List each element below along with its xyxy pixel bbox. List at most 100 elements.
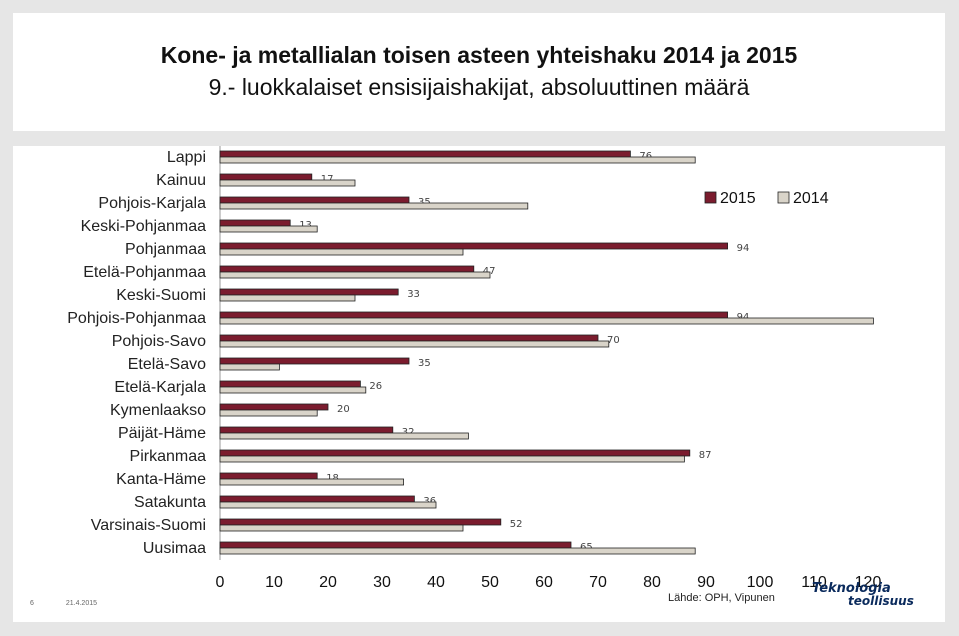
bar-2015	[219, 265, 475, 273]
bar-chart: Lappi 76 Kainuu 17 Pohjois-Karjala 35 Keski-Po…	[67, 146, 882, 591]
category-label: Pohjois-Savo	[112, 333, 206, 350]
footer-meta: 6 21.4.2015	[30, 600, 127, 607]
x-tick-label: 10	[265, 574, 283, 591]
legend-swatch-2015	[704, 191, 717, 204]
data-label-2015: 35	[418, 197, 431, 208]
x-tick-label: 50	[481, 574, 499, 591]
bar-2014	[219, 340, 610, 348]
category-label: Päijät-Häme	[118, 425, 206, 442]
category-label: Satakunta	[134, 494, 206, 511]
bar-2014	[219, 409, 318, 417]
data-label-2015: 20	[337, 404, 350, 415]
category-label: Keski-Pohjanmaa	[81, 218, 207, 235]
bar-2014	[219, 478, 405, 486]
bar-2015	[219, 288, 399, 296]
data-label-2015: 65	[580, 542, 593, 553]
x-tick-label: 0	[216, 574, 225, 591]
category-label: Kainuu	[156, 172, 206, 189]
bar-2014	[219, 455, 685, 463]
chart-title: Kone- ja metallialan toisen asteen yhtei…	[160, 42, 798, 68]
category-label: Varsinais-Suomi	[91, 517, 206, 534]
bar-2015	[219, 472, 318, 480]
bar-2014	[219, 386, 367, 394]
category-label: Kymenlaakso	[110, 402, 206, 419]
legend-swatch-2014	[777, 191, 790, 204]
data-label-2015: 26	[369, 381, 382, 392]
bar-2015	[219, 403, 329, 411]
chart-panel: Lappi 76 Kainuu 17 Pohjois-Karjala 35 Keski-Po…	[13, 146, 945, 622]
bar-2015	[219, 334, 599, 342]
x-tick-label: 90	[697, 574, 715, 591]
bar-2015	[219, 357, 410, 365]
x-tick-label: 20	[319, 574, 337, 591]
category-label: Kanta-Häme	[116, 471, 206, 488]
bar-2014	[219, 179, 356, 187]
bar-2015	[219, 495, 415, 503]
data-label-2015: 36	[423, 496, 436, 507]
bar-2014	[219, 225, 318, 233]
legend-label-2015: 2015	[720, 190, 756, 207]
footer-date: 21.4.2015	[65, 600, 98, 607]
category-label: Etelä-Karjala	[114, 379, 206, 396]
bar-2015	[219, 380, 361, 388]
chart-subtitle: 9.- luokkalaiset ensisijaishakijat, abso…	[208, 74, 750, 100]
bar-2015	[219, 196, 410, 204]
x-tick-label: 30	[373, 574, 391, 591]
data-label-2015: 13	[299, 220, 312, 231]
data-label-2015: 35	[418, 358, 431, 369]
bar-2014	[219, 317, 874, 325]
bar-2014	[219, 294, 356, 302]
bar-2015	[219, 173, 313, 181]
teknologiateollisuus-logo: Teknologia teollisuus	[812, 581, 922, 609]
bar-2014	[219, 248, 464, 256]
data-label-2015: 94	[737, 312, 750, 323]
bar-2015	[219, 219, 291, 227]
bar-2014	[219, 202, 529, 210]
data-label-2015: 32	[402, 427, 415, 438]
x-tick-label: 60	[535, 574, 553, 591]
bar-2015	[219, 449, 691, 457]
bar-2015	[219, 518, 502, 526]
data-label-2015: 94	[737, 243, 750, 254]
category-label: Pohjois-Karjala	[98, 195, 206, 212]
legend-label-2014: 2014	[793, 190, 829, 207]
page-number: 6	[30, 600, 34, 607]
data-label-2015: 33	[407, 289, 420, 300]
bar-2014	[219, 156, 696, 164]
source-note: Lähde: OPH, Vipunen	[668, 592, 775, 604]
bar-2014	[219, 547, 696, 555]
logo-line-1: Teknologia	[812, 581, 891, 596]
bar-2015	[219, 311, 729, 319]
category-label: Etelä-Pohjanmaa	[83, 264, 206, 281]
category-label: Lappi	[167, 149, 206, 166]
category-label: Pohjanmaa	[125, 241, 206, 258]
data-label-2015: 47	[483, 266, 496, 277]
bar-2014	[219, 363, 280, 371]
x-tick-label: 80	[643, 574, 661, 591]
bar-2014	[219, 524, 464, 532]
bar-2014	[219, 501, 437, 509]
bar-2015	[219, 242, 729, 250]
category-label: Pohjois-Pohjanmaa	[67, 310, 206, 327]
x-tick-label: 120	[855, 574, 882, 591]
title-box: Kone- ja metallialan toisen asteen yhtei…	[13, 13, 945, 131]
x-tick-label: 70	[589, 574, 607, 591]
category-label: Keski-Suomi	[116, 287, 206, 304]
bar-2014	[219, 271, 491, 279]
x-tick-label: 100	[747, 574, 774, 591]
x-tick-label: 40	[427, 574, 445, 591]
data-label-2015: 70	[607, 335, 620, 346]
bar-2015	[219, 426, 394, 434]
logo-line-2: teollisuus	[848, 594, 914, 608]
category-label: Etelä-Savo	[128, 356, 206, 373]
x-tick-label: 110	[801, 574, 827, 591]
category-label: Pirkanmaa	[130, 448, 207, 465]
data-label-2015: 17	[321, 174, 334, 185]
bar-2014	[219, 432, 469, 440]
bar-2015	[219, 150, 631, 158]
data-label-2015: 76	[639, 151, 652, 162]
data-label-2015: 18	[326, 473, 339, 484]
bar-2015	[219, 541, 572, 549]
category-label: Uusimaa	[143, 540, 206, 557]
data-label-2015: 52	[510, 519, 523, 530]
